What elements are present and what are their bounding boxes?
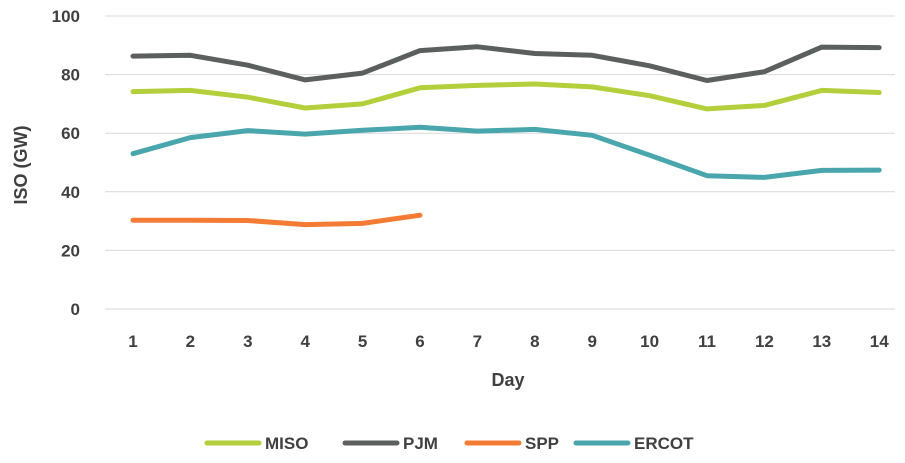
y-tick-label: 20 xyxy=(61,241,80,260)
legend-label-spp: SPP xyxy=(525,434,559,453)
series-line-pjm xyxy=(130,44,882,83)
x-tick-label: 8 xyxy=(530,332,539,351)
y-axis-ticks: 0 20 40 60 80 100 xyxy=(52,7,80,319)
x-axis-ticks: 1 2 3 4 5 6 7 8 9 10 11 12 13 14 xyxy=(128,332,889,351)
x-tick-label: 12 xyxy=(755,332,774,351)
y-tick-label: 0 xyxy=(71,300,80,319)
x-tick-label: 13 xyxy=(812,332,831,351)
x-tick-label: 11 xyxy=(698,332,716,351)
x-tick-label: 3 xyxy=(243,332,252,351)
y-tick-label: 80 xyxy=(61,66,80,85)
x-tick-label: 5 xyxy=(358,332,367,351)
x-tick-label: 2 xyxy=(186,332,195,351)
x-tick-label: 6 xyxy=(415,332,424,351)
series-line-ercot xyxy=(130,124,882,180)
x-tick-label: 9 xyxy=(587,332,596,351)
x-tick-label: 14 xyxy=(870,332,889,351)
x-axis-title: Day xyxy=(491,370,524,390)
x-tick-label: 7 xyxy=(473,332,482,351)
series-line-miso xyxy=(130,81,882,112)
legend-label-ercot: ERCOT xyxy=(634,434,694,453)
y-tick-label: 40 xyxy=(61,183,80,202)
series-line-spp xyxy=(130,212,423,228)
y-tick-label: 60 xyxy=(61,124,80,143)
y-axis-title: ISO (GW) xyxy=(11,126,31,205)
legend-label-miso: MISO xyxy=(265,434,308,453)
x-tick-label: 10 xyxy=(640,332,659,351)
series-lines xyxy=(130,44,882,228)
legend-label-pjm: PJM xyxy=(403,434,438,453)
y-tick-label: 100 xyxy=(52,7,80,26)
legend: MISO PJM SPP ERCOT xyxy=(204,434,694,453)
x-tick-label: 4 xyxy=(300,332,310,351)
x-tick-label: 1 xyxy=(128,332,137,351)
